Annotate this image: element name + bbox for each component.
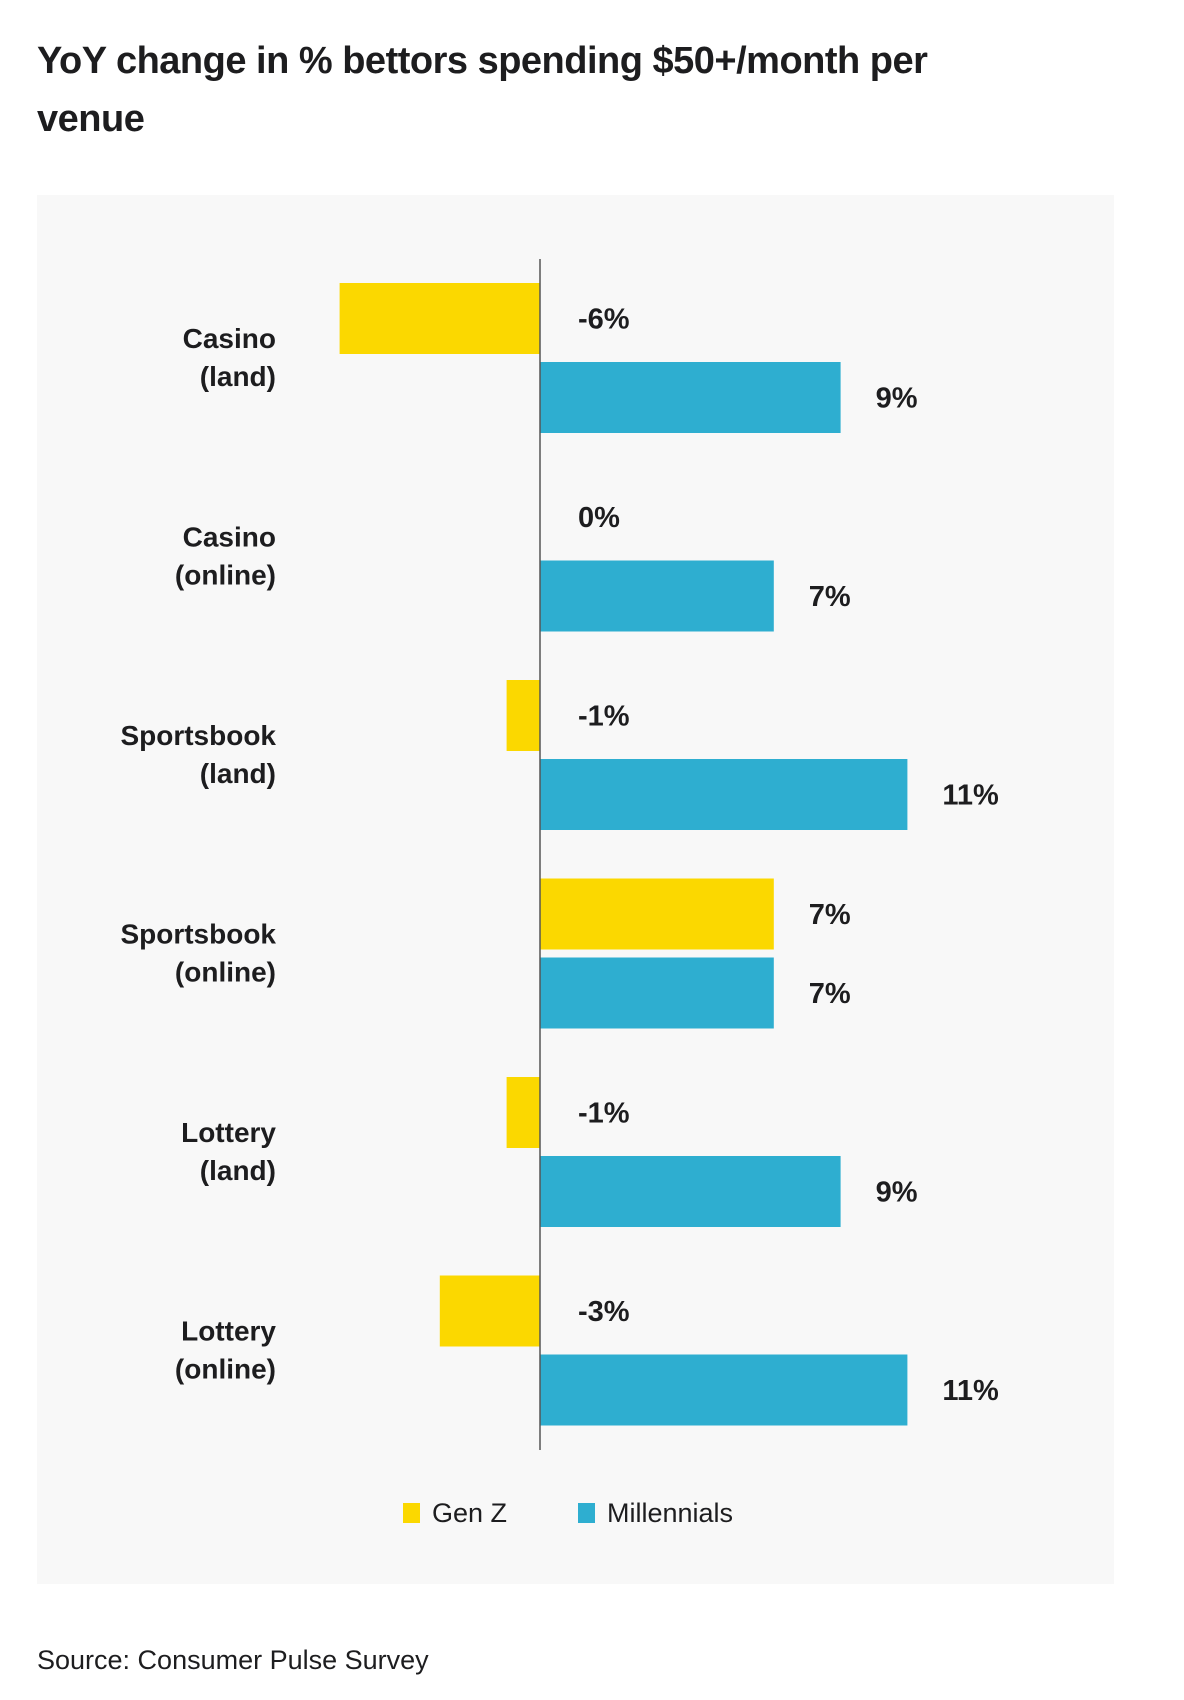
category-label: Lottery <box>181 1117 276 1148</box>
category-label: (land) <box>200 758 276 789</box>
category-label: Casino <box>183 323 276 354</box>
bar-millennials <box>540 560 774 632</box>
legend-swatch <box>403 1503 420 1523</box>
value-label: -1% <box>578 1098 630 1130</box>
category-label: (online) <box>175 560 276 591</box>
value-label: 9% <box>876 1177 918 1209</box>
bar-millennials <box>540 1156 841 1227</box>
value-label: 7% <box>809 978 851 1010</box>
chart-panel: Casino (land) -6% 9% Casino (online) 0% 7% Sport… <box>37 195 1114 1584</box>
value-label: 7% <box>809 899 851 931</box>
bar-chart: Casino (land) -6% 9% Casino (online) 0% 7% Sport… <box>120 259 999 1528</box>
category-label: Sportsbook <box>120 919 276 950</box>
category-label: (land) <box>200 1155 276 1186</box>
category-label: (online) <box>175 957 276 988</box>
category-label: (land) <box>200 361 276 392</box>
legend-swatch <box>578 1503 595 1523</box>
category-label: Lottery <box>181 1316 276 1347</box>
bar-millennials <box>540 957 774 1029</box>
legend-label: Millennials <box>607 1498 733 1528</box>
value-label: 11% <box>942 780 999 812</box>
chart-title: YoY change in % bettors spending $50+/mo… <box>37 40 928 140</box>
value-label: 11% <box>942 1375 999 1407</box>
category-label: Sportsbook <box>120 720 276 751</box>
bar-gen-z <box>506 680 540 751</box>
value-label: -3% <box>578 1296 630 1328</box>
category-label: (online) <box>175 1354 276 1385</box>
value-label: 7% <box>809 581 851 613</box>
bar-millennials <box>540 1354 908 1426</box>
bar-gen-z <box>339 283 540 354</box>
bar-gen-z <box>439 1275 540 1347</box>
bar-gen-z <box>506 1077 540 1148</box>
value-label: -1% <box>578 701 630 733</box>
value-label: 9% <box>876 383 918 415</box>
legend-label: Gen Z <box>432 1498 507 1528</box>
value-label: 0% <box>578 502 620 534</box>
bar-millennials <box>540 759 908 830</box>
source-note: Source: Consumer Pulse Survey <box>37 1645 429 1675</box>
value-label: -6% <box>578 304 630 336</box>
category-label: Casino <box>183 522 276 553</box>
bar-millennials <box>540 362 841 433</box>
bar-gen-z <box>540 878 774 950</box>
